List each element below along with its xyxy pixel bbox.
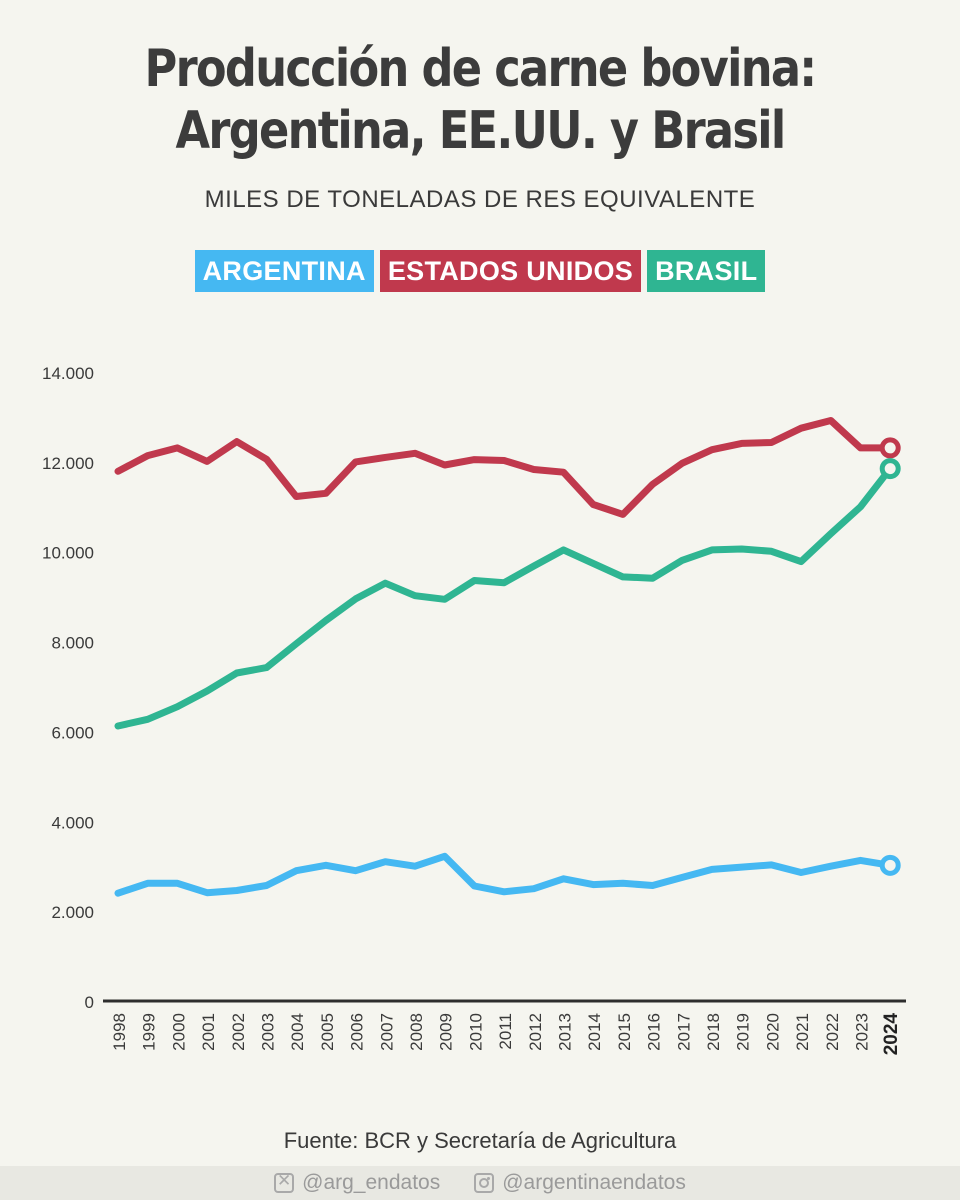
x-tick-label: 2019 [734,1013,753,1051]
title-line-1: Producción de carne bovina: [144,39,818,99]
y-tick-label: 12.000 [42,454,94,473]
x-tick-label: 2005 [318,1013,337,1051]
y-tick-label: 6.000 [51,723,94,742]
x-tick-label: 2020 [763,1013,782,1051]
legend-brasil: BRASIL [647,250,766,292]
x-tick-label: 2008 [407,1013,426,1051]
end-marker-estados-unidos [879,437,901,459]
x-tick-label: 2024 [881,1013,902,1056]
legend: ARGENTINA ESTADOS UNIDOS BRASIL [0,250,960,292]
x-tick-label: 2003 [259,1013,278,1051]
source-note: Fuente: BCR y Secretaría de Agricultura [283,1128,677,1153]
instagram-handle-group[interactable]: @argentinaendatos [474,1171,686,1195]
x-tick-label: 2001 [199,1013,218,1051]
x-tick-label: 2018 [704,1013,723,1051]
y-tick-label: 10.000 [42,544,94,563]
line-chart: 0 2.000 4.000 6.000 8.000 10.000 12.000 14.000 1… [42,364,906,1056]
x-tick-label: 2017 [674,1013,693,1051]
x-tick-label: 1999 [140,1013,159,1051]
chart-subtitle: MILES DE TONELADAS DE RES EQUIVALENTE [204,186,756,213]
x-tick-label: 2004 [288,1013,307,1051]
title-line-2: Argentina, EE.UU. y Brasil [175,101,787,161]
x-tick-label: 2002 [229,1013,248,1051]
x-tick-label: 2006 [348,1013,367,1051]
x-logo-icon: ✕ [274,1171,295,1193]
series-line-argentina [114,852,894,897]
x-tick-label: 2015 [615,1013,634,1051]
x-tick-label: 2010 [466,1013,485,1051]
x-tick-label: 2012 [526,1013,545,1051]
x-handle-group[interactable]: ✕ @arg_endatos [274,1171,440,1195]
x-handle: @arg_endatos [302,1171,441,1194]
x-tick-label: 2023 [853,1013,872,1051]
footer-bar: ✕ @arg_endatos @argentinaendatos [0,1166,960,1200]
end-marker-brasil [879,458,901,480]
x-tick-label: 2007 [377,1013,396,1051]
x-tick-label: 2016 [645,1013,664,1051]
instagram-icon [474,1173,495,1193]
series-line-brasil [114,465,894,730]
x-tick-label: 1998 [110,1013,129,1051]
y-tick-label: 8.000 [51,634,94,653]
x-tick-label: 2011 [496,1013,515,1050]
x-tick-label: 2022 [823,1013,842,1051]
x-tick-label: 2014 [585,1013,604,1051]
end-marker-argentina [879,854,901,876]
instagram-handle: @argentinaendatos [502,1171,686,1194]
legend-estados-unidos: ESTADOS UNIDOS [379,250,642,292]
x-tick-label: 2013 [556,1013,575,1051]
series-line-estados-unidos [114,417,894,518]
x-tick-label: 2021 [793,1013,812,1051]
y-tick-label: 2.000 [51,903,94,922]
x-tick-label: 2000 [169,1013,188,1051]
legend-argentina: ARGENTINA [194,250,374,292]
chart-title: Producción de carne bovina: Argentina, E… [67,38,893,162]
x-tick-label: 2009 [437,1013,456,1051]
y-tick-label: 4.000 [51,813,94,832]
y-tick-label: 0 [85,993,94,1012]
y-tick-label: 14.000 [42,364,94,383]
